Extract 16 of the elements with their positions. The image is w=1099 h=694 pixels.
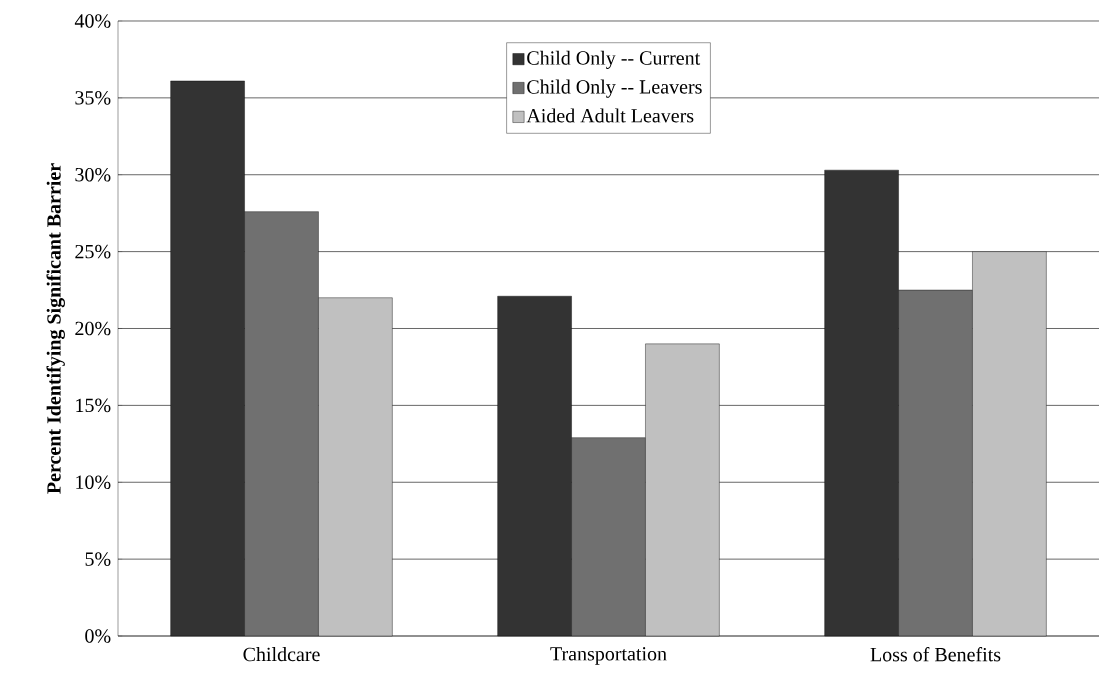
y-tick-label: 25% [75,244,111,259]
y-tick-label: 10% [76,475,111,490]
y-tick-label: 35% [75,91,111,105]
y-tick-label: 20% [75,321,111,336]
legend-label: Child Only -- Current [527,50,701,69]
legend-label: Aided Adult Leavers [526,108,694,123]
x-tick-label: Childcare [243,647,320,662]
y-axis-title: Percent Identifying Significant Barrier [46,163,65,494]
legend-label: Child Only -- Leavers [527,79,702,98]
y-tick-label: 0% [85,629,111,643]
y-tick-label: 40% [74,14,111,28]
y-tick-label: 15% [76,398,111,413]
x-tick-label: Transportation [550,647,667,665]
y-tick-label: 30% [75,167,111,182]
x-tick-label: Loss of Benefits [870,647,1001,662]
y-tick-label: 5% [85,552,111,566]
